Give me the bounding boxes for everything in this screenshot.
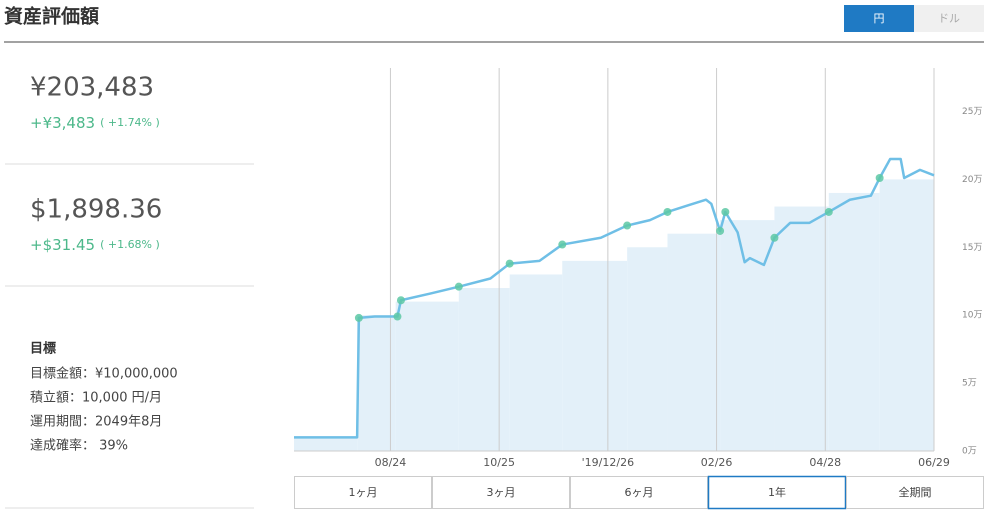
range-label[interactable]: 1年 xyxy=(768,485,786,499)
area-step xyxy=(395,301,459,451)
deposit-marker xyxy=(505,259,514,268)
amount: $1,898.36 xyxy=(30,195,162,225)
area-step xyxy=(458,288,510,451)
range-label[interactable]: 3ヶ月 xyxy=(487,486,516,499)
range-label[interactable]: 全期間 xyxy=(899,485,932,499)
area-step xyxy=(667,233,721,451)
range-button[interactable] xyxy=(570,476,708,509)
x-tick-label: 10/25 xyxy=(483,456,515,469)
area-step xyxy=(357,315,396,451)
goal-title: 目標 xyxy=(30,341,56,357)
change-percent: ( +1.68% ) xyxy=(100,238,160,251)
deposit-marker xyxy=(396,296,405,305)
y-tick-label: 20万 xyxy=(962,175,982,185)
change: +$31.45 ( +1.68% ) xyxy=(30,236,160,254)
amount: ¥203,483 xyxy=(30,73,154,103)
range-button[interactable] xyxy=(294,476,432,509)
deposit-marker xyxy=(454,282,463,291)
area-step xyxy=(509,274,563,451)
deposit-marker xyxy=(558,240,567,249)
deposit-marker xyxy=(663,207,672,216)
y-tick-label: 10万 xyxy=(962,311,982,321)
deposit-marker xyxy=(824,207,833,216)
range-label[interactable]: 1ヶ月 xyxy=(349,486,378,499)
area-step xyxy=(879,179,934,452)
deposit-marker xyxy=(623,221,632,230)
range-button[interactable] xyxy=(707,475,847,510)
value-line xyxy=(294,157,935,439)
page-title: 資産評価額 xyxy=(4,5,99,28)
area-step xyxy=(720,220,775,451)
goal-item: 運用期間：2049年8月 xyxy=(30,415,162,430)
deposit-marker xyxy=(875,174,884,183)
currency-label[interactable]: ドル xyxy=(938,12,960,25)
change-percent: ( +1.74% ) xyxy=(100,116,160,129)
y-tick-label: 0万 xyxy=(962,447,977,457)
area-step xyxy=(774,206,829,451)
deposit-marker xyxy=(393,312,402,321)
deposit-marker xyxy=(716,226,725,235)
y-tick-label: 5万 xyxy=(962,379,977,389)
deposit-marker xyxy=(721,207,730,216)
range-label[interactable]: 6ヶ月 xyxy=(625,486,654,499)
y-tick-label: 25万 xyxy=(962,107,982,117)
currency-button[interactable] xyxy=(844,5,914,32)
x-tick-label: '19/12/26 xyxy=(582,456,634,469)
x-tick-label: 06/29 xyxy=(918,456,950,469)
goal-item: 積立額：10,000 円/月 xyxy=(30,391,162,406)
currency-label[interactable]: 円 xyxy=(874,12,885,25)
goal-item: 達成確率： 39% xyxy=(30,438,128,454)
area-step xyxy=(294,437,358,451)
deposit-marker xyxy=(354,313,363,322)
change-amount: +$31.45 xyxy=(30,236,95,254)
change: +¥3,483 ( +1.74% ) xyxy=(30,114,160,132)
area-step xyxy=(828,192,880,451)
area-step xyxy=(627,247,668,451)
x-tick-label: 02/26 xyxy=(701,456,733,469)
y-tick-label: 15万 xyxy=(962,243,982,253)
range-button[interactable] xyxy=(846,476,984,509)
goal-item: 目標金額：¥10,000,000 xyxy=(30,366,178,382)
x-tick-label: 04/28 xyxy=(809,456,841,469)
area-step xyxy=(562,260,628,451)
currency-button[interactable] xyxy=(914,5,984,32)
range-button[interactable] xyxy=(432,476,570,509)
deposit-marker xyxy=(770,233,779,242)
x-tick-label: 08/24 xyxy=(375,456,407,469)
change-amount: +¥3,483 xyxy=(30,114,95,132)
